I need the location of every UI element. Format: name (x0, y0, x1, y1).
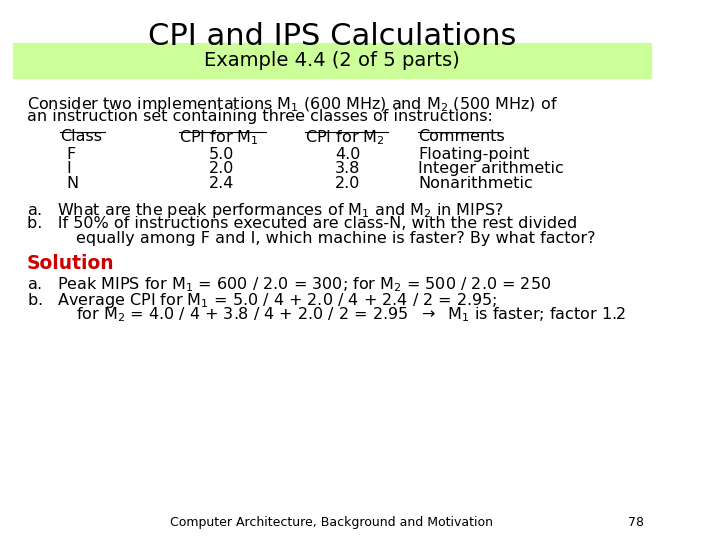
Text: 2.4: 2.4 (209, 176, 235, 191)
Text: 5.0: 5.0 (209, 147, 235, 162)
Text: F: F (66, 147, 76, 162)
Text: Nonarithmetic: Nonarithmetic (418, 176, 533, 191)
Text: 2.0: 2.0 (336, 176, 361, 191)
Text: Integer arithmetic: Integer arithmetic (418, 161, 564, 177)
FancyBboxPatch shape (13, 43, 651, 78)
Text: CPI for M$_2$: CPI for M$_2$ (305, 129, 385, 147)
Text: 2.0: 2.0 (209, 161, 235, 177)
Text: I: I (66, 161, 71, 177)
Text: Consider two implementations M$_1$ (600 MHz) and M$_2$ (500 MHz) of: Consider two implementations M$_1$ (600 … (27, 94, 557, 113)
Text: for M$_2$ = 4.0 / 4 + 3.8 / 4 + 2.0 / 2 = 2.95  $\rightarrow$  M$_1$ is faster; : for M$_2$ = 4.0 / 4 + 3.8 / 4 + 2.0 / 2 … (76, 306, 626, 325)
Text: Floating-point: Floating-point (418, 147, 530, 162)
Text: b.   Average CPI for M$_1$ = 5.0 / 4 + 2.0 / 4 + 2.4 / 2 = 2.95;: b. Average CPI for M$_1$ = 5.0 / 4 + 2.0… (27, 291, 497, 309)
Text: CPI and IPS Calculations: CPI and IPS Calculations (148, 22, 516, 51)
Text: Comments: Comments (418, 129, 505, 144)
Text: 3.8: 3.8 (336, 161, 361, 177)
Text: Example 4.4 (2 of 5 parts): Example 4.4 (2 of 5 parts) (204, 51, 460, 70)
Text: CPI for M$_1$: CPI for M$_1$ (179, 129, 259, 147)
Text: 78: 78 (628, 516, 644, 529)
Text: a.   What are the peak performances of M$_1$ and M$_2$ in MIPS?: a. What are the peak performances of M$_… (27, 201, 503, 220)
Text: a.   Peak MIPS for M$_1$ = 600 / 2.0 = 300; for M$_2$ = 500 / 2.0 = 250: a. Peak MIPS for M$_1$ = 600 / 2.0 = 300… (27, 275, 551, 294)
Text: b.   If 50% of instructions executed are class-N, with the rest divided: b. If 50% of instructions executed are c… (27, 216, 577, 231)
Text: equally among F and I, which machine is faster? By what factor?: equally among F and I, which machine is … (76, 231, 596, 246)
Text: Class: Class (60, 129, 102, 144)
Text: 4.0: 4.0 (336, 147, 361, 162)
Text: an instruction set containing three classes of instructions:: an instruction set containing three clas… (27, 109, 492, 124)
Text: Computer Architecture, Background and Motivation: Computer Architecture, Background and Mo… (171, 516, 493, 529)
Text: Solution: Solution (27, 254, 114, 273)
Text: N: N (66, 176, 78, 191)
